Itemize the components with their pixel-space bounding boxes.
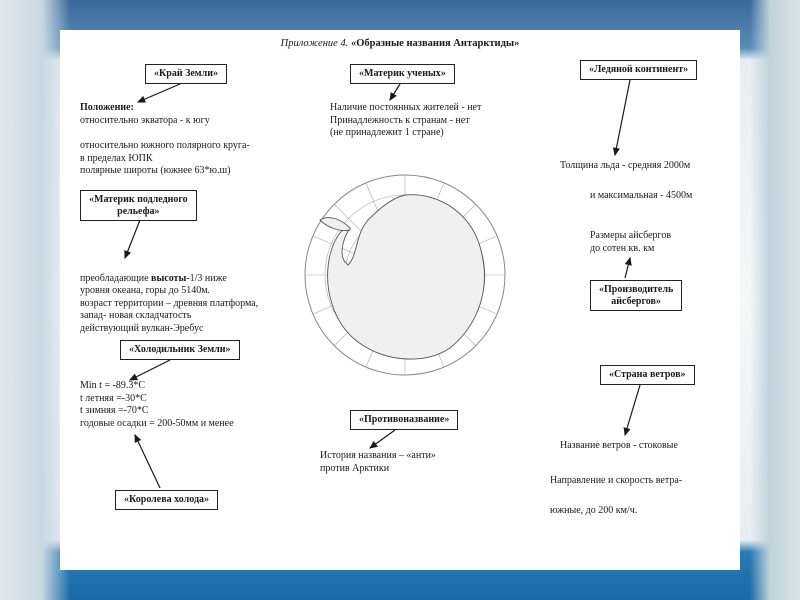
page-title: Приложение 4. «Образные названия Антаркт… <box>60 38 740 49</box>
winds-name: Название ветров - стоковые <box>560 440 678 453</box>
ice-max: и максимальная - 4500м <box>590 190 692 203</box>
box-anti-name: «Противоназвание» <box>350 410 458 430</box>
winds-dir: Направление и скорость ветра- <box>550 475 682 488</box>
ice-thickness: Толщина льда - средняя 2000м <box>560 160 690 173</box>
inhabitants-block: Наличие постоянных жителей - нет Принадл… <box>330 102 481 140</box>
winds-speed: южные, до 200 км/ч. <box>550 505 637 518</box>
box-wind-country: «Страна ветров» <box>600 365 695 385</box>
position-header: Положение: <box>80 102 134 113</box>
box-ice-continent: «Ледяной континент» <box>580 60 697 80</box>
box-subglacial: «Материк подледного рельефа» <box>80 190 197 221</box>
box-iceberg-producer: «Производитель айсбергов» <box>590 280 682 311</box>
temps-block: Min t = -89.3*C t летняя =-30*C t зимняя… <box>80 380 234 430</box>
title-main: «Образные названия Антарктиды» <box>351 38 519 49</box>
box-queen-cold: «Королева холода» <box>115 490 218 510</box>
history-block: История названия – «анти» против Арктики <box>320 450 436 475</box>
box-edge-of-earth: «Край Земли» <box>145 64 227 84</box>
position-block2: относительно южного полярного круга- в п… <box>80 140 250 178</box>
antarctica-map <box>300 170 510 380</box>
iceberg-size: Размеры айсбергов до сотен кв. км <box>590 230 671 255</box>
box-fridge: «Холодильник Земли» <box>120 340 240 360</box>
position-line1: относительно экватора - к югу <box>80 115 210 126</box>
heights-block: преобладающие высоты-1/3 ниже уровня оке… <box>80 260 300 335</box>
box-scientists: «Материк ученых» <box>350 64 455 84</box>
diagram-sheet: Приложение 4. «Образные названия Антаркт… <box>60 30 740 570</box>
iceberg-right <box>750 0 800 600</box>
heights-pre: преобладающие <box>80 273 151 284</box>
position-block: Положение: относительно экватора - к югу <box>80 102 210 127</box>
title-prefix: Приложение 4. <box>281 38 349 49</box>
heights-bold: высоты <box>151 273 186 284</box>
